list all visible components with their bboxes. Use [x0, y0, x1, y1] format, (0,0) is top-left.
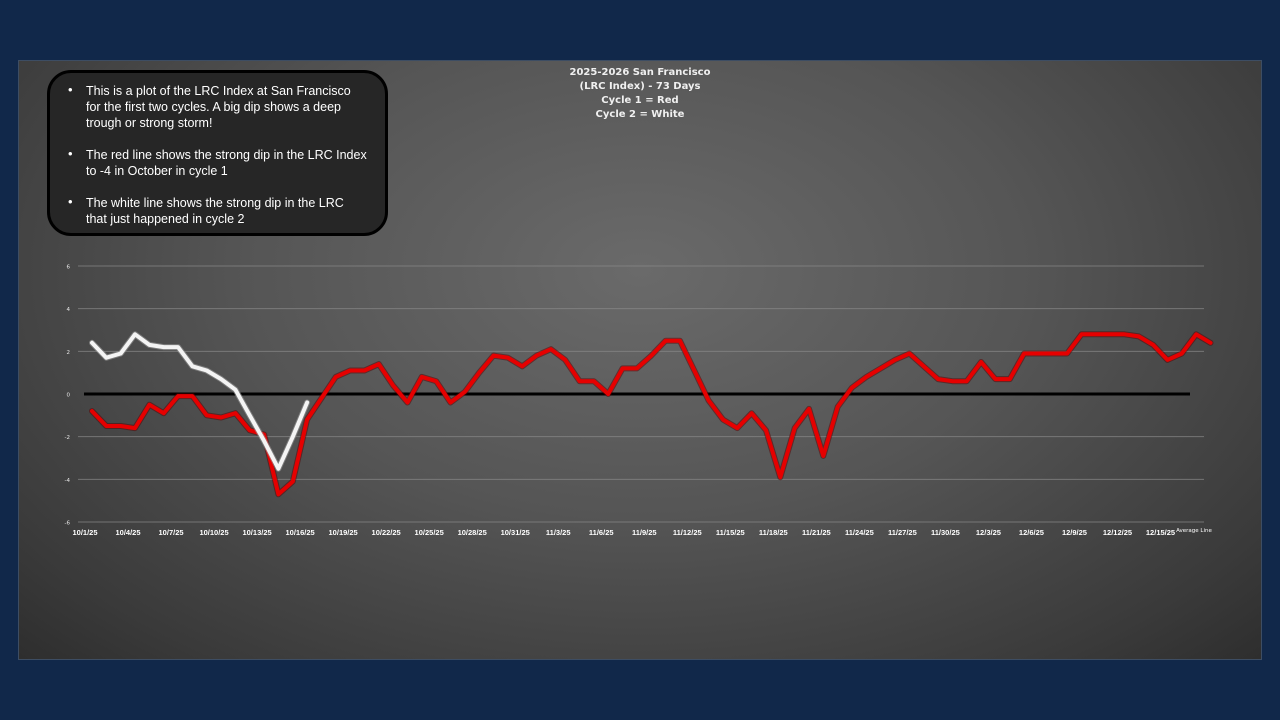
x-tick-label: 11/30/25 [931, 528, 960, 537]
x-tick-label: 10/28/25 [458, 528, 487, 537]
chart-title-line: 2025-2026 San Francisco [569, 67, 711, 78]
x-tick-label: 12/3/25 [976, 528, 1001, 537]
x-tick-label: 10/4/25 [116, 528, 141, 537]
x-tick-label: 11/12/25 [673, 528, 702, 537]
x-tick-label: 11/3/25 [546, 528, 571, 537]
x-tick-label: 10/13/25 [242, 528, 271, 537]
x-tick-label: 11/27/25 [888, 528, 917, 537]
notes-list: This is a plot of the LRC Index at San F… [68, 82, 367, 227]
x-tick-label: 10/19/25 [329, 528, 358, 537]
y-tick-label: -4 [65, 478, 71, 484]
x-tick-label: 11/6/25 [589, 528, 614, 537]
x-tick-label: 11/9/25 [632, 528, 657, 537]
legend-average-line-label: Average Line [1176, 528, 1212, 534]
x-tick-label: 10/31/25 [501, 528, 530, 537]
cycle-1-series-line [90, 332, 1213, 497]
x-tick-label: 11/21/25 [802, 528, 831, 537]
chart-title-line: (LRC Index) - 73 Days [579, 81, 701, 92]
x-tick-label: 12/12/25 [1103, 528, 1132, 537]
x-tick-label: 10/22/25 [372, 528, 401, 537]
x-tick-label: 10/1/25 [72, 528, 97, 537]
x-tick-label: 10/10/25 [199, 528, 228, 537]
notes-callout: This is a plot of the LRC Index at San F… [47, 70, 388, 236]
note-item: The red line shows the strong dip in the… [68, 146, 367, 179]
x-tick-label: 11/15/25 [716, 528, 745, 537]
y-tick-label: 4 [67, 307, 71, 313]
y-tick-label: -6 [65, 521, 71, 527]
chart-title: 2025-2026 San Francisco (LRC Index) - 73… [540, 66, 740, 122]
note-item: The white line shows the strong dip in t… [68, 194, 367, 227]
y-tick-label: -2 [65, 435, 70, 441]
x-tick-label: 12/9/25 [1062, 528, 1087, 537]
x-tick-label: 12/15/25 [1146, 528, 1175, 537]
x-tick-label: 11/18/25 [759, 528, 788, 537]
chart-title-line: Cycle 2 = White [595, 109, 685, 120]
x-tick-label: 10/25/25 [415, 528, 444, 537]
cycle-2-series-line [90, 332, 310, 471]
note-item: This is a plot of the LRC Index at San F… [68, 82, 367, 131]
x-tick-label: 10/7/25 [159, 528, 184, 537]
y-tick-label: 0 [67, 393, 71, 399]
x-tick-label: 10/16/25 [285, 528, 314, 537]
y-tick-label: 6 [67, 265, 71, 271]
y-tick-label: 2 [67, 350, 71, 356]
chart-title-line: Cycle 1 = Red [601, 95, 679, 106]
x-tick-label: 12/6/25 [1019, 528, 1044, 537]
x-tick-label: 11/24/25 [845, 528, 874, 537]
